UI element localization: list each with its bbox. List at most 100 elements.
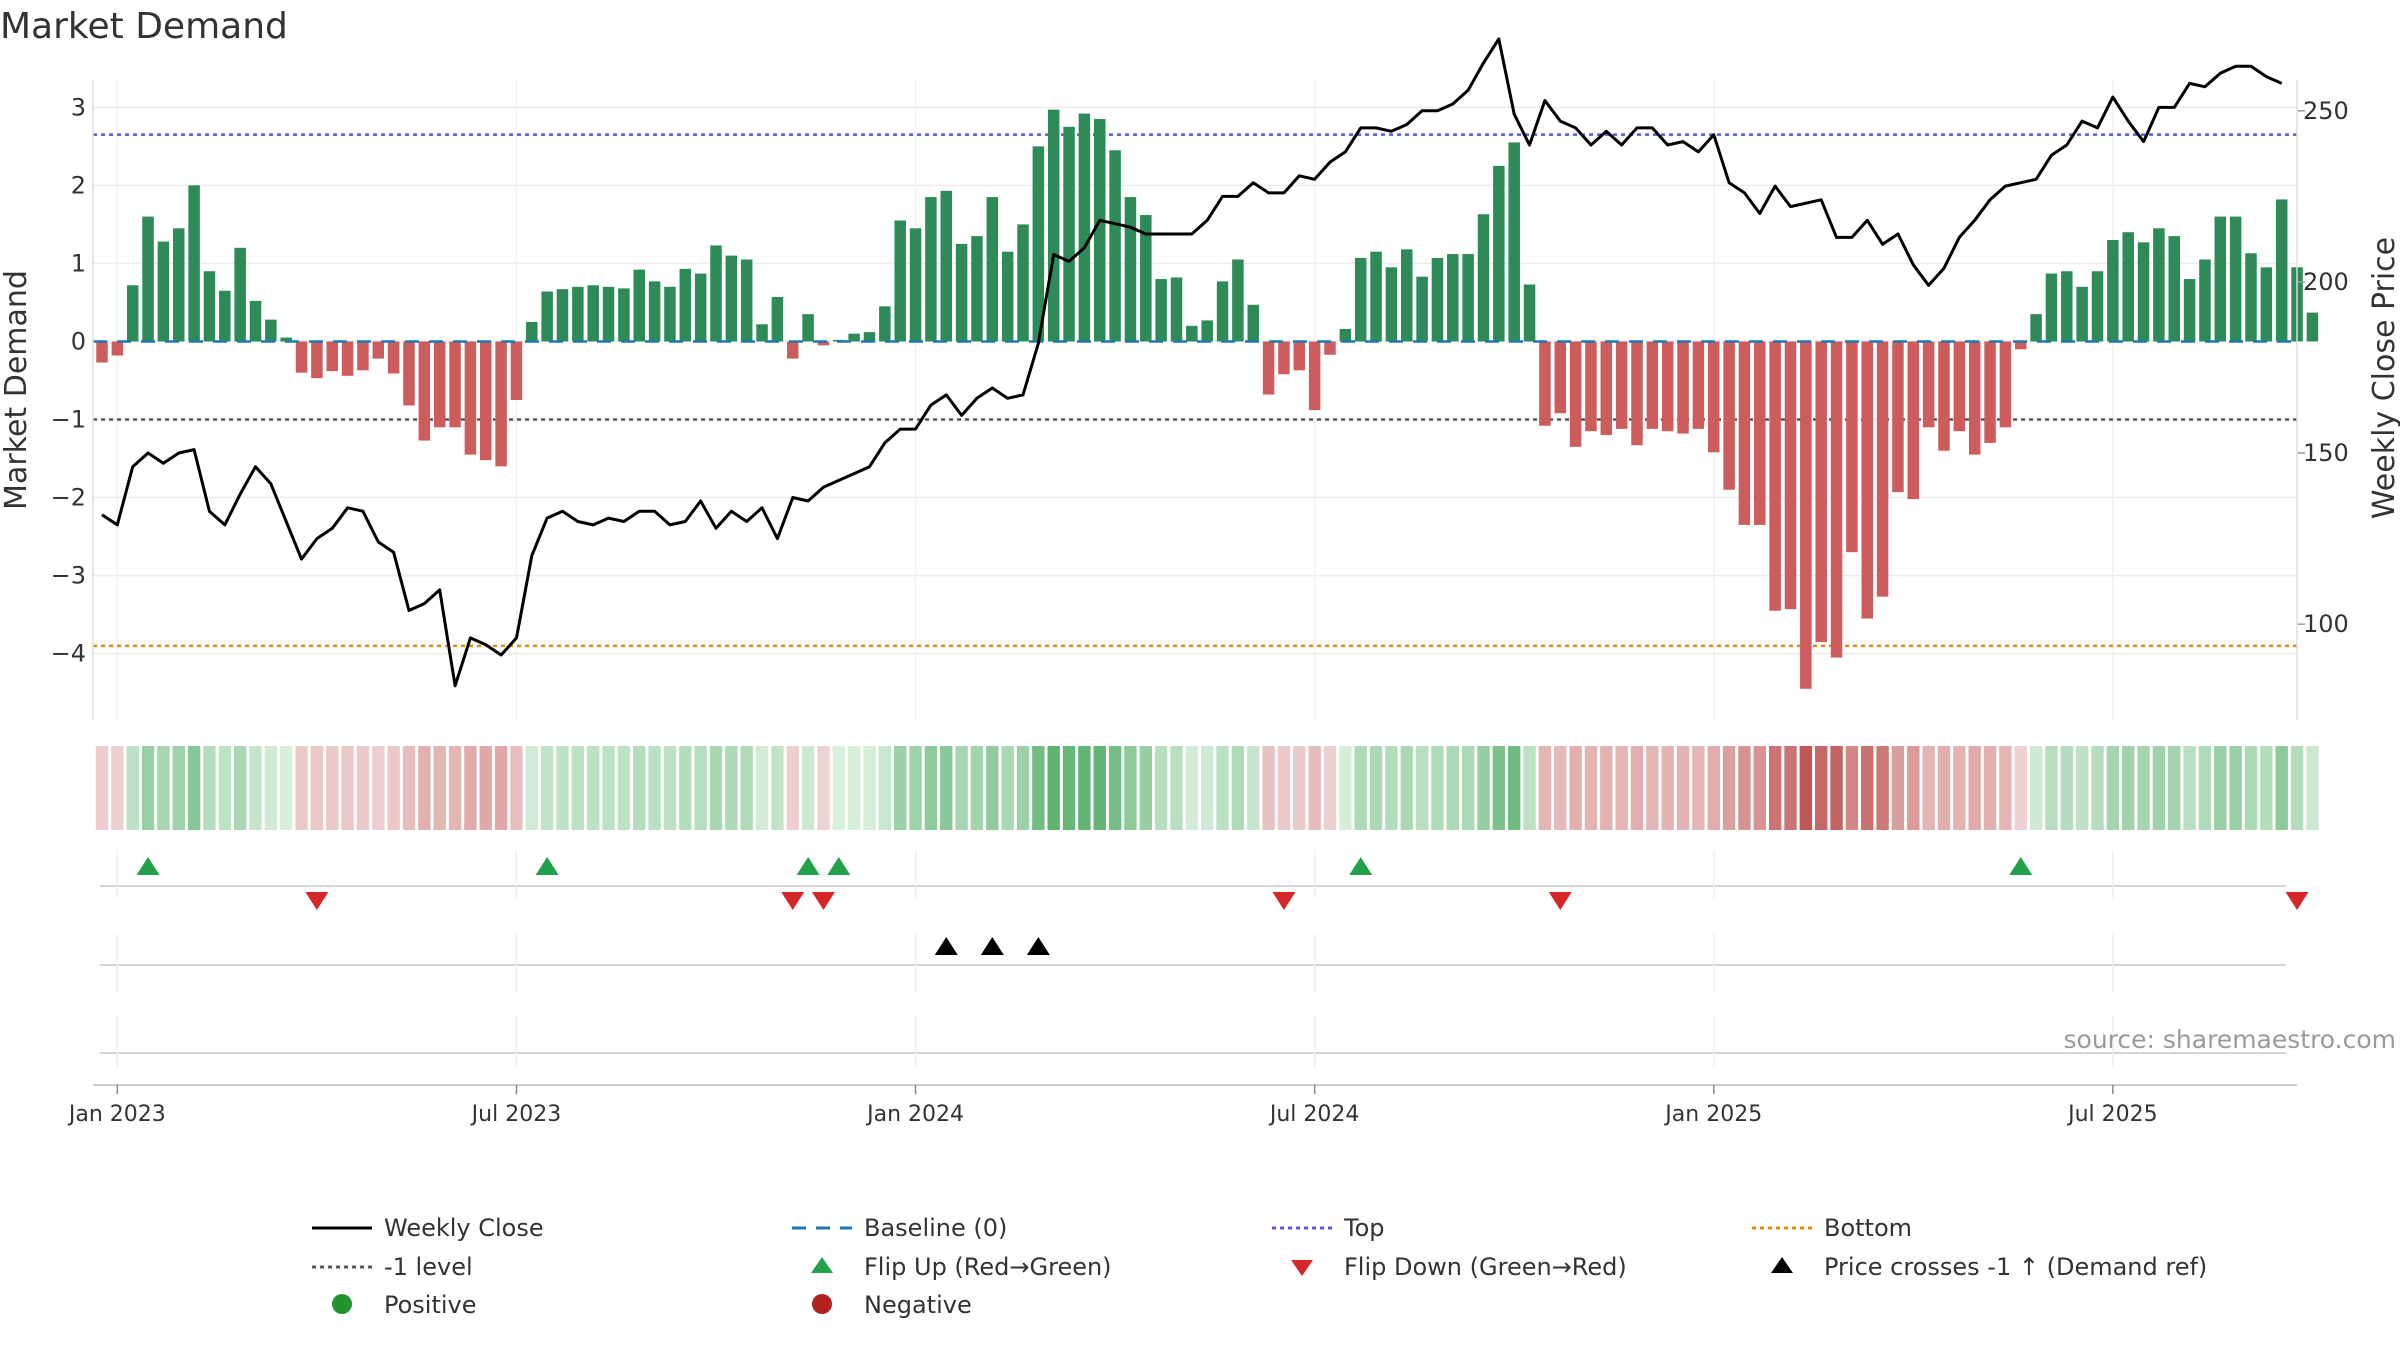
demand-bar	[1201, 320, 1213, 342]
demand-bar	[1293, 341, 1306, 371]
left-tick-label: −1	[51, 406, 86, 434]
heat-strip-cell	[1446, 746, 1459, 830]
left-tick-label: 0	[71, 327, 86, 355]
demand-bar	[295, 341, 308, 373]
heat-strip-cell	[1477, 746, 1490, 830]
heat-strip-cell	[233, 746, 247, 830]
demand-bar	[1477, 214, 1490, 342]
demand-bar	[418, 341, 431, 441]
demand-bar	[1999, 341, 2012, 428]
demand-bar	[1401, 249, 1413, 342]
flip-down-marker	[2285, 892, 2309, 910]
legend-item: Top	[1272, 1214, 1385, 1242]
demand-bar	[602, 286, 615, 342]
demand-bar	[2122, 232, 2134, 342]
demand-bar	[1539, 341, 1551, 426]
demand-bar	[1846, 341, 1858, 553]
demand-bar	[1892, 341, 1904, 493]
heat-strip-cell	[1339, 746, 1352, 830]
demand-bar	[679, 268, 692, 342]
demand-bar	[203, 271, 216, 342]
heat-strip-cell	[1124, 746, 1137, 830]
demand-bar	[387, 341, 400, 374]
heat-strip-cell	[2275, 746, 2288, 830]
left-tick-label: 2	[71, 171, 86, 199]
legend-item: -1 level	[312, 1253, 473, 1281]
heat-strip-cell	[2244, 746, 2258, 830]
demand-bar	[1968, 341, 1981, 455]
demand-bar	[1646, 341, 1659, 429]
demand-bar	[1738, 341, 1751, 525]
heat-strip-cell	[1032, 746, 1045, 830]
heat-strip-cell	[310, 746, 324, 830]
demand-bar	[1523, 284, 1536, 342]
heat-strip-cell	[1937, 746, 1951, 830]
heat-strip-cell	[1845, 746, 1859, 830]
demand-bar	[802, 314, 814, 342]
heat-strip-cell	[2106, 746, 2120, 830]
heat-strip-cell	[648, 746, 661, 830]
heat-strip-cell	[1523, 746, 1536, 830]
heat-strip-cell	[2014, 746, 2027, 830]
heat-strip-cell	[863, 746, 876, 830]
flip-up-marker	[1349, 857, 1373, 875]
demand-bar	[1216, 281, 1229, 342]
demand-bar	[2076, 286, 2088, 342]
heat-strip-cell	[1231, 746, 1245, 830]
heat-strip-cell	[1600, 746, 1613, 830]
flip-up-marker	[2009, 857, 2033, 875]
heat-strip-cell	[1431, 746, 1444, 830]
demand-bar	[1140, 215, 1152, 342]
demand-bar	[1661, 341, 1674, 432]
heat-strip-cell	[1922, 746, 1935, 830]
heat-strip-cell	[387, 746, 400, 830]
heat-strip-cell	[402, 746, 416, 830]
heat-strip-cell	[295, 746, 308, 830]
heat-strip-cell	[633, 746, 646, 830]
demand-bar	[1247, 304, 1259, 342]
heat-strip-cell	[1400, 746, 1413, 830]
heat-strip-cell	[126, 746, 139, 830]
demand-bar	[2199, 259, 2211, 342]
demand-bar	[955, 243, 968, 342]
demand-bar	[372, 341, 385, 359]
demand-bar	[1339, 328, 1352, 342]
price-cross-marker	[980, 937, 1004, 955]
heat-strip-cell	[2091, 746, 2104, 830]
heat-strip-cell	[1277, 746, 1291, 830]
heat-strip-cell	[1661, 746, 1674, 830]
heat-strip-cell	[1569, 746, 1582, 830]
legend-swatch-triangle-up	[811, 1257, 833, 1273]
demand-bar	[2183, 279, 2196, 342]
legend-label: -1 level	[384, 1253, 473, 1281]
heat-strip-cell	[940, 746, 953, 830]
demand-bar	[1938, 341, 1950, 451]
demand-bars	[96, 109, 2319, 689]
legend-item: Bottom	[1752, 1214, 1912, 1242]
legend-item: Positive	[332, 1291, 477, 1319]
heat-strip-cell	[326, 746, 339, 830]
heat-strip-cell	[1461, 746, 1475, 830]
heat-strip-cell	[1538, 746, 1552, 830]
heat-strip-cell	[1676, 746, 1690, 830]
demand-bar	[326, 341, 338, 372]
demand-bar	[1047, 109, 1060, 342]
heat-strip-cell	[2306, 746, 2319, 830]
demand-bar	[664, 286, 676, 342]
demand-bar	[986, 197, 999, 342]
demand-heat-strip	[95, 746, 2319, 830]
demand-bar	[725, 255, 738, 342]
demand-bar	[2030, 314, 2042, 342]
demand-bar	[618, 288, 630, 342]
legend-item: Flip Up (Red→Green)	[811, 1253, 1112, 1281]
heat-strip-cell	[786, 746, 799, 830]
heat-strip-cell	[1308, 746, 1321, 830]
heat-strip-cell	[556, 746, 569, 830]
demand-bar	[556, 289, 569, 342]
demand-bar	[341, 341, 354, 376]
demand-bar	[1109, 150, 1121, 342]
right-axis-label: Weekly Close Price	[2367, 237, 2400, 519]
legend-label: Flip Down (Green→Red)	[1344, 1253, 1627, 1281]
heat-strip-cell	[755, 746, 769, 830]
